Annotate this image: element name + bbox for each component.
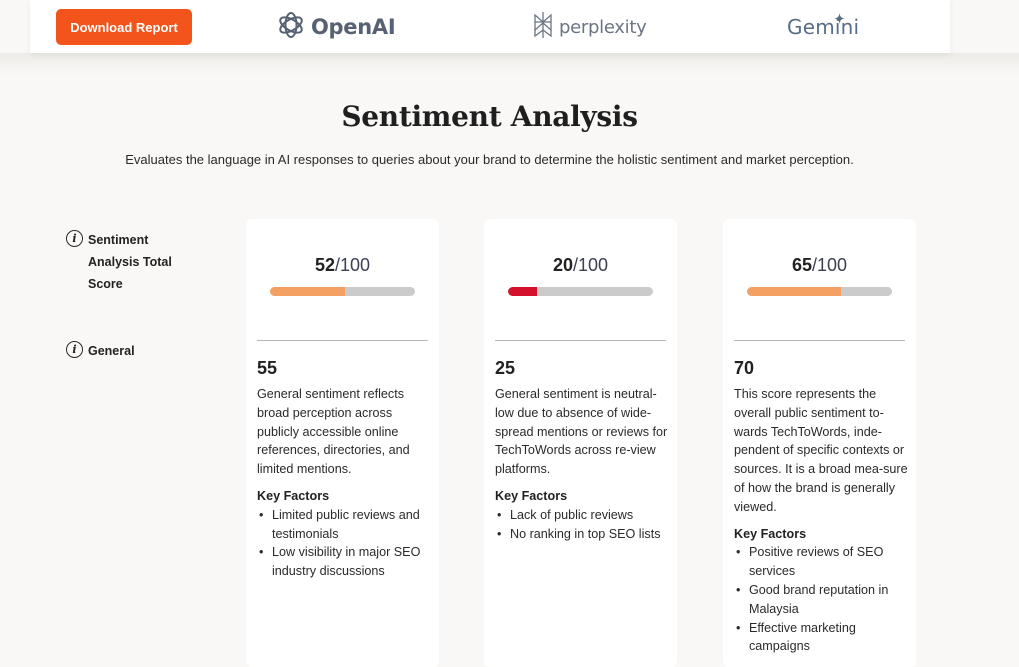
score-card-perplexity: 20/100 25 General sentiment is neutral-l…: [484, 219, 677, 667]
list-item: Positive reviews of SEO services: [734, 543, 909, 581]
general-description-block: This score represents the overall public…: [734, 385, 909, 656]
general-description: This score represents the overall public…: [734, 387, 908, 514]
general-description: General sentiment is neutral-low due to …: [495, 387, 668, 477]
list-item: Limited public reviews and testimonials: [257, 506, 432, 544]
openai-logo: OpenAI: [276, 10, 396, 45]
total-score: 20/100: [484, 255, 677, 276]
general-score: 70: [734, 358, 755, 378]
score-max: /100: [572, 255, 609, 275]
score-progress-fill: [270, 287, 346, 296]
divider: [734, 340, 905, 341]
row-label-text: General: [88, 344, 135, 358]
header-shadow: [0, 53, 1019, 75]
list-item: Effective marketing campaigns: [734, 619, 909, 657]
openai-logo-text: OpenAI: [311, 15, 396, 39]
key-factors-list: Limited public reviews and testimonials …: [257, 506, 432, 581]
row-label-total-score: i Sentiment Analysis Total Score: [66, 229, 178, 295]
general-score: 55: [257, 358, 278, 378]
score-card-gemini: 65/100 70 This score represents the over…: [723, 219, 916, 667]
section-subtitle: Evaluates the language in AI responses t…: [125, 152, 854, 167]
list-item: No ranking in top SEO lists: [495, 525, 670, 544]
score-progress-bar: [747, 287, 892, 296]
key-factors-list: Lack of public reviews No ranking in top…: [495, 506, 670, 544]
key-factors-title: Key Factors: [495, 488, 568, 503]
info-icon[interactable]: i: [66, 230, 83, 247]
score-value: 52: [314, 255, 335, 275]
row-label-text: Sentiment Analysis Total Score: [88, 233, 172, 291]
download-report-button[interactable]: Download Report: [56, 9, 192, 45]
perplexity-logo-text: perplexity: [559, 16, 647, 38]
perplexity-logo: perplexity: [532, 10, 647, 45]
score-value: 65: [791, 255, 812, 275]
gemini-logo: Gemini: [787, 10, 859, 44]
score-card-openai: 52/100 55 General sentiment reflects bro…: [246, 219, 439, 667]
list-item: Low visibility in major SEO industry dis…: [257, 543, 432, 581]
row-label-general: i General: [66, 340, 135, 362]
key-factors-title: Key Factors: [257, 488, 330, 503]
score-max: /100: [811, 255, 848, 275]
info-icon[interactable]: i: [66, 341, 83, 358]
section-title: Sentiment Analysis: [341, 100, 638, 133]
score-progress-bar: [270, 287, 415, 296]
openai-logo-icon: [276, 10, 306, 45]
general-description: General sentiment reflects broad percept…: [257, 387, 410, 477]
perplexity-logo-icon: [532, 10, 554, 45]
gemini-sparkle-icon: [834, 11, 845, 29]
score-value: 20: [552, 255, 573, 275]
divider: [495, 340, 666, 341]
score-max: /100: [334, 255, 371, 275]
general-score: 25: [495, 358, 516, 378]
total-score: 65/100: [723, 255, 916, 276]
general-description-block: General sentiment reflects broad percept…: [257, 385, 432, 581]
total-score: 52/100: [246, 255, 439, 276]
key-factors-list: Positive reviews of SEO services Good br…: [734, 543, 909, 656]
divider: [257, 340, 428, 341]
list-item: Lack of public reviews: [495, 506, 670, 525]
score-progress-bar: [508, 287, 653, 296]
score-progress-fill: [508, 287, 537, 296]
key-factors-title: Key Factors: [734, 526, 807, 541]
gemini-logo-text: Gemini: [787, 15, 860, 39]
score-progress-fill: [747, 287, 842, 296]
list-item: Good brand reputation in Malaysia: [734, 581, 909, 619]
general-description-block: General sentiment is neutral-low due to …: [495, 385, 670, 543]
